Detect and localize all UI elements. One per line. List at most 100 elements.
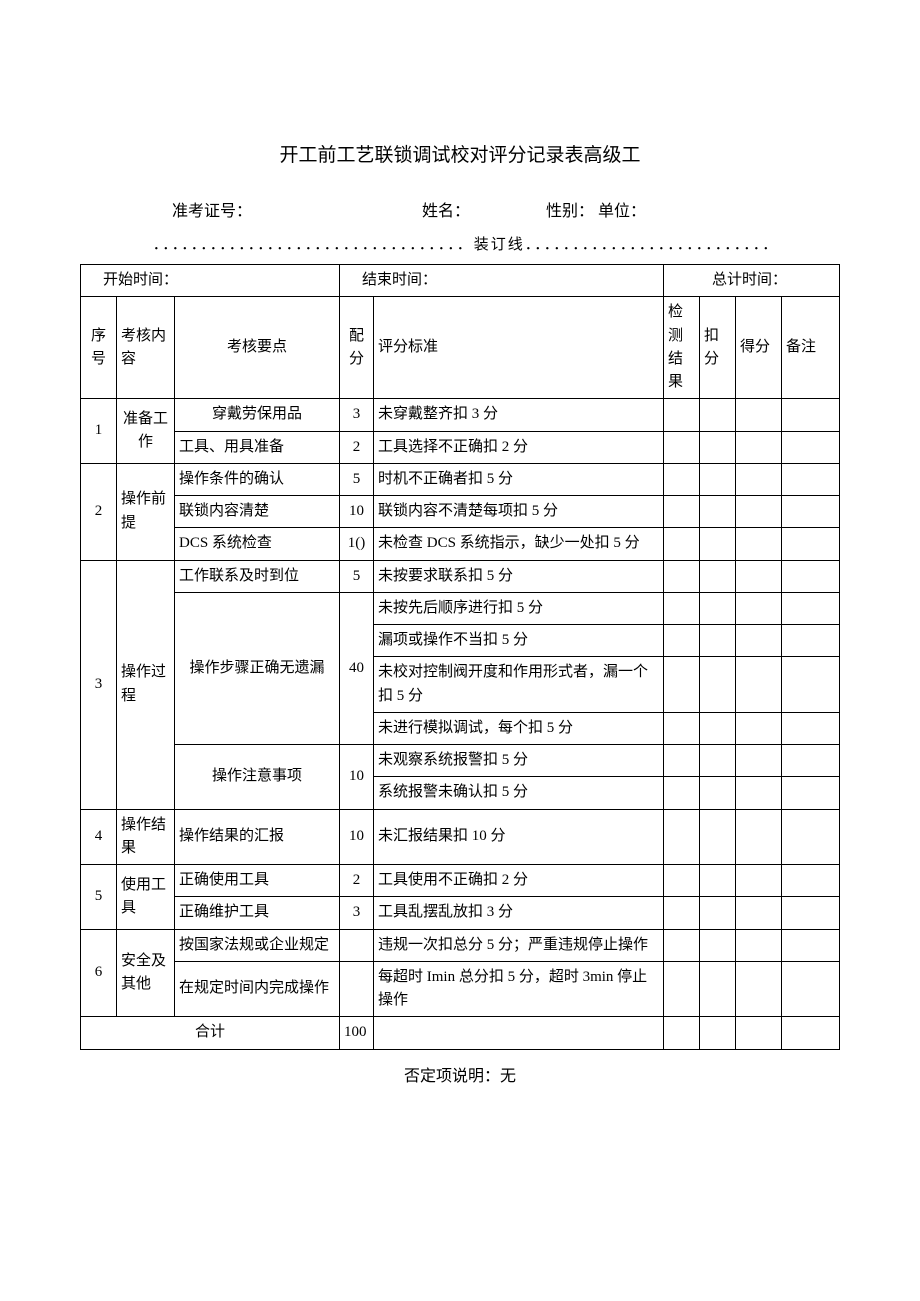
- total-empty: [374, 1017, 664, 1049]
- score-cell: 3: [340, 399, 374, 431]
- got-cell: [736, 809, 782, 865]
- score-cell: 10: [340, 809, 374, 865]
- result-cell: [664, 431, 700, 463]
- remark-cell: [782, 399, 840, 431]
- cat-cell: 准备工作: [117, 399, 175, 464]
- table-row: 3操作过程工作联系及时到位5未按要求联系扣 5 分: [81, 560, 840, 592]
- remark-cell: [782, 625, 840, 657]
- point-cell: 操作步骤正确无遗漏: [175, 592, 340, 744]
- remark-cell: [782, 528, 840, 560]
- hdr-result: 检测结果: [664, 297, 700, 399]
- table-row: 6安全及其他按国家法规或企业规定违规一次扣总分 5 分；严重违规停止操作: [81, 929, 840, 961]
- total-score: 100: [340, 1017, 374, 1049]
- score-cell: 2: [340, 865, 374, 897]
- deduct-cell: [700, 745, 736, 777]
- hdr-seq: 序号: [81, 297, 117, 399]
- result-cell: [664, 560, 700, 592]
- result-cell: [664, 745, 700, 777]
- got-cell: [736, 496, 782, 528]
- point-cell: 工作联系及时到位: [175, 560, 340, 592]
- point-cell: 联锁内容清楚: [175, 496, 340, 528]
- point-cell: 在规定时间内完成操作: [175, 961, 340, 1017]
- score-table: 开始时间： 结束时间： 总计时间： 序号 考核内容 考核要点 配分 评分标准 检…: [80, 264, 840, 1050]
- seq-cell: 3: [81, 560, 117, 809]
- time-row: 开始时间： 结束时间： 总计时间：: [81, 265, 840, 297]
- score-cell: 2: [340, 431, 374, 463]
- point-cell: 工具、用具准备: [175, 431, 340, 463]
- std-cell: 未按先后顺序进行扣 5 分: [374, 592, 664, 624]
- point-cell: 操作注意事项: [175, 745, 340, 810]
- std-cell: 未汇报结果扣 10 分: [374, 809, 664, 865]
- score-cell: 40: [340, 592, 374, 744]
- unit-label: 单位：: [598, 197, 646, 221]
- std-cell: 违规一次扣总分 5 分；严重违规停止操作: [374, 929, 664, 961]
- deduct-cell: [700, 961, 736, 1017]
- table-row: 4操作结果操作结果的汇报10未汇报结果扣 10 分: [81, 809, 840, 865]
- point-cell: 正确使用工具: [175, 865, 340, 897]
- std-cell: 系统报警未确认扣 5 分: [374, 777, 664, 809]
- score-cell: 10: [340, 496, 374, 528]
- table-row: 联锁内容清楚10联锁内容不清楚每项扣 5 分: [81, 496, 840, 528]
- std-cell: 未按要求联系扣 5 分: [374, 560, 664, 592]
- got-cell: [736, 463, 782, 495]
- result-cell: [664, 712, 700, 744]
- remark-cell: [782, 592, 840, 624]
- result-cell: [664, 399, 700, 431]
- hdr-cat: 考核内容: [117, 297, 175, 399]
- got-cell: [736, 929, 782, 961]
- result-cell: [664, 865, 700, 897]
- deduct-cell: [700, 657, 736, 713]
- table-row: 操作步骤正确无遗漏40未按先后顺序进行扣 5 分: [81, 592, 840, 624]
- std-cell: 未穿戴整齐扣 3 分: [374, 399, 664, 431]
- table-row: 5使用工具正确使用工具2工具使用不正确扣 2 分: [81, 865, 840, 897]
- got-cell: [736, 961, 782, 1017]
- exam-label: 准考证号：: [172, 197, 418, 221]
- result-cell: [664, 496, 700, 528]
- got-cell: [736, 865, 782, 897]
- std-cell: 联锁内容不清楚每项扣 5 分: [374, 496, 664, 528]
- cat-cell: 安全及其他: [117, 929, 175, 1017]
- got-cell: [736, 625, 782, 657]
- deduct-cell: [700, 777, 736, 809]
- score-cell: 10: [340, 745, 374, 810]
- sex-label: 性别：: [546, 197, 594, 221]
- table-row: 工具、用具准备2工具选择不正确扣 2 分: [81, 431, 840, 463]
- result-cell: [664, 897, 700, 929]
- deduct-cell: [700, 592, 736, 624]
- header-row: 序号 考核内容 考核要点 配分 评分标准 检测结果 扣分 得分 备注: [81, 297, 840, 399]
- score-cell: [340, 929, 374, 961]
- score-cell: 1(): [340, 528, 374, 560]
- total-empty: [700, 1017, 736, 1049]
- cat-cell: 操作结果: [117, 809, 175, 865]
- table-row: 操作注意事项10未观察系统报警扣 5 分: [81, 745, 840, 777]
- deduct-cell: [700, 929, 736, 961]
- table-row: 1准备工作穿戴劳保用品3未穿戴整齐扣 3 分: [81, 399, 840, 431]
- std-cell: 每超时 Imin 总分扣 5 分，超时 3min 停止操作: [374, 961, 664, 1017]
- std-cell: 未观察系统报警扣 5 分: [374, 745, 664, 777]
- score-cell: 3: [340, 897, 374, 929]
- deduct-cell: [700, 560, 736, 592]
- got-cell: [736, 528, 782, 560]
- score-cell: 5: [340, 463, 374, 495]
- cat-cell: 操作前提: [117, 463, 175, 560]
- deduct-cell: [700, 809, 736, 865]
- name-label: 姓名：: [422, 197, 542, 221]
- result-cell: [664, 929, 700, 961]
- cat-cell: 操作过程: [117, 560, 175, 809]
- table-row: DCS 系统检查1()未检查 DCS 系统指示，缺少一处扣 5 分: [81, 528, 840, 560]
- got-cell: [736, 592, 782, 624]
- point-cell: 操作结果的汇报: [175, 809, 340, 865]
- total-empty: [736, 1017, 782, 1049]
- std-cell: 工具选择不正确扣 2 分: [374, 431, 664, 463]
- end-time-label: 结束时间：: [340, 265, 664, 297]
- deduct-cell: [700, 431, 736, 463]
- remark-cell: [782, 809, 840, 865]
- result-cell: [664, 528, 700, 560]
- table-row: 正确维护工具3工具乱摆乱放扣 3 分: [81, 897, 840, 929]
- hdr-point: 考核要点: [175, 297, 340, 399]
- hdr-got: 得分: [736, 297, 782, 399]
- remark-cell: [782, 961, 840, 1017]
- doc-title: 开工前工艺联锁调试校对评分记录表高级工: [80, 140, 840, 167]
- remark-cell: [782, 777, 840, 809]
- deduct-cell: [700, 712, 736, 744]
